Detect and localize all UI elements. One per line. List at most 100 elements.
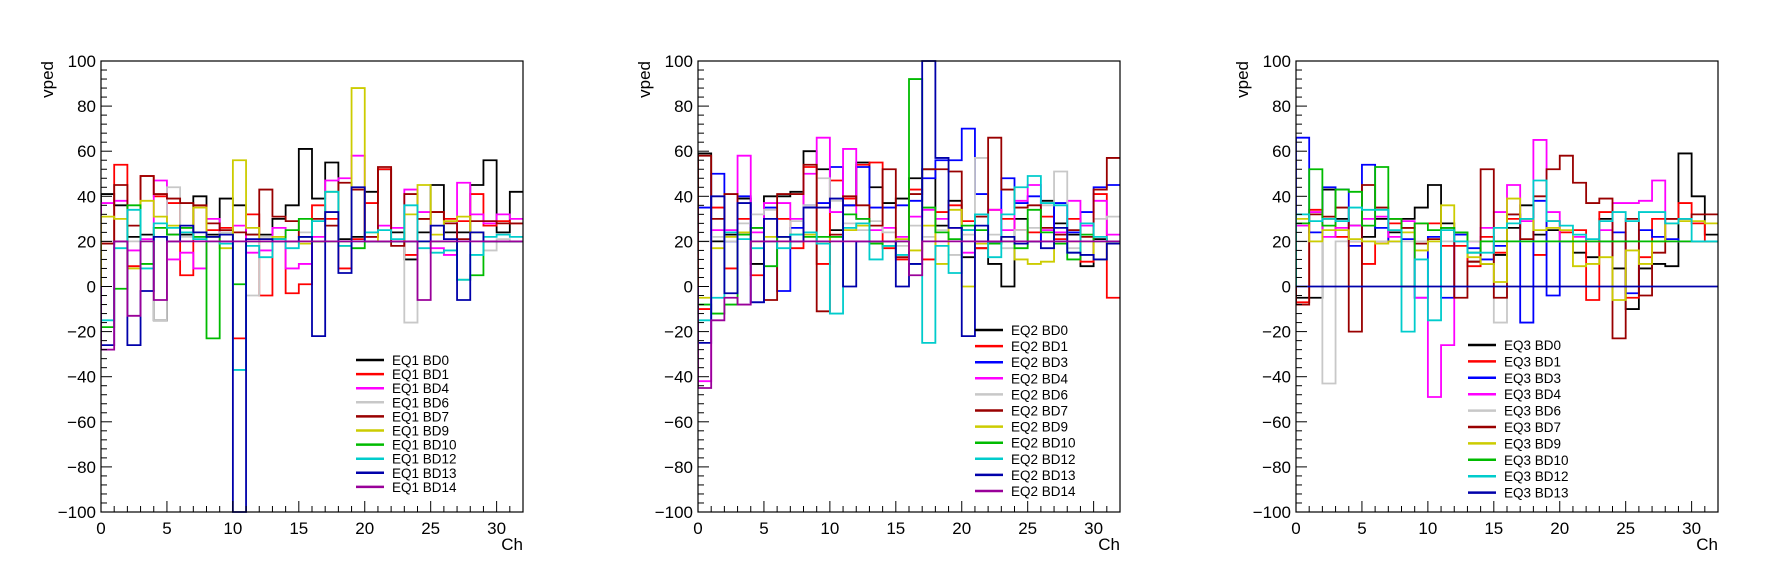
legend-label: EQ3 BD9 — [1504, 436, 1561, 451]
legend-label: EQ2 BD14 — [1011, 484, 1076, 499]
legend-label: EQ1 BD14 — [392, 480, 457, 495]
legend-label: EQ1 BD9 — [392, 424, 449, 439]
chart-panel-3: −100 −80 −60 −40 −20 0 20 40 60 80 100 0 5 10 15 20 25 30… — [1233, 52, 1719, 554]
y-tick-label: 20 — [1272, 232, 1291, 251]
legend-label: EQ3 BD13 — [1504, 486, 1569, 501]
legend-label: EQ3 BD0 — [1504, 338, 1561, 353]
legend-label: EQ1 BD4 — [392, 381, 450, 396]
y-axis-title: vped — [635, 61, 654, 98]
y-tick-label: −100 — [58, 503, 96, 522]
x-tick-label: 5 — [1357, 519, 1366, 538]
x-tick-label: 20 — [1550, 519, 1569, 538]
x-tick-label: 10 — [1418, 519, 1437, 538]
series-line-9 — [1296, 179, 1718, 333]
legend-label: EQ2 BD10 — [1011, 436, 1076, 451]
series-group — [101, 87, 523, 513]
x-tick-label: 30 — [487, 519, 506, 538]
y-tick-label: −40 — [664, 368, 693, 387]
series-line-8 — [1296, 166, 1718, 288]
legend-label: EQ3 BD10 — [1504, 453, 1569, 468]
y-tick-label: 40 — [1272, 187, 1291, 206]
legend-label: EQ2 BD3 — [1011, 355, 1068, 370]
y-tick-label: 0 — [1282, 278, 1291, 297]
x-tick-label: 5 — [162, 519, 171, 538]
y-tick-label: −100 — [655, 503, 693, 522]
x-tick-label: 5 — [759, 519, 768, 538]
x-tick-label: 25 — [1616, 519, 1635, 538]
x-tick-label: 10 — [223, 519, 242, 538]
legend-label: EQ3 BD4 — [1504, 387, 1562, 402]
x-tick-label: 30 — [1084, 519, 1103, 538]
x-axis-title: Ch — [501, 535, 523, 554]
y-tick-label: −60 — [1262, 413, 1291, 432]
x-tick-label: 15 — [289, 519, 308, 538]
legend-label: EQ3 BD7 — [1504, 420, 1561, 435]
legend-label: EQ1 BD12 — [392, 452, 457, 467]
chart-panel-2: −100 −80 −60 −40 −20 0 20 40 60 80 100 0 5 10 15 20 25 30… — [635, 52, 1121, 554]
legend-label: EQ3 BD6 — [1504, 404, 1561, 419]
y-tick-label: −20 — [67, 323, 96, 342]
legend-label: EQ2 BD12 — [1011, 452, 1076, 467]
series-line-10 — [101, 240, 523, 351]
y-tick-label: −100 — [1253, 503, 1291, 522]
y-tick-label: 100 — [665, 52, 693, 71]
x-tick-label: 25 — [1018, 519, 1037, 538]
series-line-7 — [1296, 197, 1718, 301]
legend-label: EQ1 BD0 — [392, 353, 449, 368]
legend-label: EQ1 BD7 — [392, 409, 449, 424]
legend-label: EQ1 BD10 — [392, 438, 457, 453]
y-tick-label: 100 — [68, 52, 96, 71]
y-tick-label: −20 — [1262, 323, 1291, 342]
legend-label: EQ3 BD3 — [1504, 371, 1561, 386]
legend-label: EQ1 BD13 — [392, 466, 457, 481]
y-axis-title: vped — [38, 61, 57, 98]
x-axis-title: Ch — [1098, 535, 1120, 554]
x-tick-label: 0 — [693, 519, 702, 538]
y-tick-label: 20 — [674, 232, 693, 251]
x-tick-label: 15 — [1484, 519, 1503, 538]
chart-panel-1: −100 −80 −60 −40 −20 0 20 40 60 80 100 0 5 10 15 20 25 30… — [38, 52, 524, 554]
y-tick-label: 60 — [77, 142, 96, 161]
x-tick-label: 20 — [355, 519, 374, 538]
x-tick-label: 15 — [886, 519, 905, 538]
legend-label: EQ2 BD6 — [1011, 387, 1068, 402]
legend-label: EQ2 BD13 — [1011, 468, 1076, 483]
y-tick-label: 0 — [684, 278, 693, 297]
y-tick-label: 20 — [77, 232, 96, 251]
y-axis-title: vped — [1233, 61, 1252, 98]
y-tick-label: −60 — [67, 413, 96, 432]
y-tick-label: −40 — [67, 368, 96, 387]
series-group — [698, 60, 1120, 389]
x-tick-label: 0 — [96, 519, 105, 538]
y-tick-label: 80 — [674, 97, 693, 116]
y-tick-label: −80 — [67, 458, 96, 477]
series-group — [1296, 136, 1718, 398]
legend-label: EQ2 BD7 — [1011, 404, 1068, 419]
legend-label: EQ2 BD0 — [1011, 323, 1068, 338]
y-tick-label: −60 — [664, 413, 693, 432]
y-tick-label: 80 — [1272, 97, 1291, 116]
y-tick-label: 0 — [87, 278, 96, 297]
legend-label: EQ2 BD4 — [1011, 371, 1069, 386]
y-tick-label: −20 — [664, 323, 693, 342]
legend-label: EQ3 BD1 — [1504, 354, 1561, 369]
y-tick-label: 80 — [77, 97, 96, 116]
legend-label: EQ3 BD12 — [1504, 469, 1569, 484]
y-tick-label: 60 — [1272, 142, 1291, 161]
y-tick-label: 60 — [674, 142, 693, 161]
legend-label: EQ1 BD1 — [392, 367, 449, 382]
x-tick-label: 30 — [1682, 519, 1701, 538]
x-tick-label: 20 — [952, 519, 971, 538]
y-tick-label: −80 — [1262, 458, 1291, 477]
x-tick-label: 0 — [1291, 519, 1300, 538]
x-axis-title: Ch — [1696, 535, 1718, 554]
legend-label: EQ2 BD1 — [1011, 339, 1068, 354]
x-tick-label: 25 — [421, 519, 440, 538]
y-tick-label: −80 — [664, 458, 693, 477]
series-line-11 — [698, 240, 1120, 389]
x-tick-label: 10 — [820, 519, 839, 538]
